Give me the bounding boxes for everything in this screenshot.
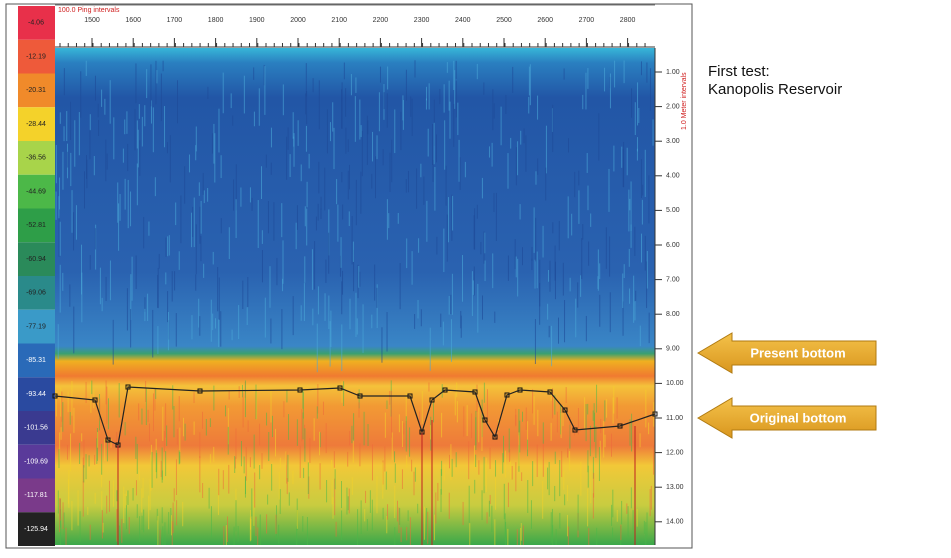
scale-cell: [18, 309, 55, 344]
top-tick-label: 2500: [496, 17, 512, 24]
top-tick-label: 2100: [331, 17, 347, 24]
scale-label: -101.56: [24, 425, 48, 432]
scale-label: -36.56: [26, 155, 46, 162]
scale-cell: [18, 343, 55, 378]
scale-cell: [18, 512, 55, 546]
arrow: [697, 397, 877, 439]
arrow-label: Original bottom: [750, 410, 847, 425]
scale-label: -44.69: [26, 188, 46, 195]
right-tick-label: 1.00: [666, 69, 680, 76]
color-scale: -4.06 -12.19 -20.31 -28.44 -36.56 -44.69 -52.8…: [18, 6, 55, 546]
top-tick-label: 2700: [579, 17, 595, 24]
scale-label: -4.06: [28, 20, 44, 27]
right-tick-label: 14.00: [666, 519, 684, 526]
top-tick-label: 2200: [373, 17, 389, 24]
top-tick-label: 1900: [249, 17, 265, 24]
scale-cell: [18, 141, 55, 175]
arrow: [697, 332, 877, 374]
right-tick-label: 12.00: [666, 449, 684, 456]
right-tick-label: 5.00: [666, 207, 680, 214]
right-tick-label: 6.00: [666, 242, 680, 249]
scale-cell: [18, 242, 55, 276]
top-tick-label: 2000: [290, 17, 306, 24]
right-tick-label: 13.00: [666, 484, 684, 491]
top-tick-label: 2300: [414, 17, 430, 24]
scale-cell: [18, 377, 55, 411]
scale-label: -109.69: [24, 458, 48, 465]
scale-label: -125.94: [24, 526, 48, 533]
scale-cell: [18, 73, 55, 108]
scale-cell: [18, 39, 55, 74]
frame: [5, 3, 693, 549]
right-tick-label: 8.00: [666, 311, 680, 318]
top-tick-label: 1700: [167, 17, 183, 24]
scale-cell: [18, 107, 55, 141]
right-tick-label: 3.00: [666, 138, 680, 145]
scale-label: -28.44: [26, 121, 46, 128]
trace-point: [105, 437, 111, 443]
top-tick-label: 1500: [84, 17, 100, 24]
right-tick-label: 10.00: [666, 380, 684, 387]
scale-cell: [18, 6, 55, 40]
scale-cell: [18, 444, 55, 479]
top-tick-label: 1600: [125, 17, 141, 24]
original-bottom-trace: [54, 386, 656, 446]
right-tick-label: 11.00: [666, 415, 683, 422]
trace-point: [482, 417, 488, 423]
scale-label: -77.19: [26, 323, 46, 330]
top-tick-label: 2800: [620, 17, 636, 24]
arrow-label: Present bottom: [750, 345, 845, 360]
top-tick-label: 2400: [455, 17, 471, 24]
right-tick-label: 7.00: [666, 276, 680, 283]
scale-cell: [18, 276, 55, 310]
right-tick-label: 4.00: [666, 173, 680, 180]
axes: 1500 1600 1700 1800 1900 2000 2100 2200 2300 2400…: [59, 17, 684, 526]
scale-label: -69.06: [26, 290, 46, 297]
scale-label: -52.81: [26, 222, 46, 229]
trace-point: [562, 407, 568, 413]
top-axis-title: 100.0 Ping intervals: [58, 7, 120, 14]
scale-label: -85.31: [26, 357, 46, 364]
scale-label: -60.94: [26, 256, 46, 263]
right-tick-label: 9.00: [666, 346, 680, 353]
caption-line: Kanopolis Reservoir: [708, 81, 842, 98]
scale-label: -93.44: [26, 391, 46, 398]
scale-cell: [18, 174, 55, 209]
echo-streaks: [52, 60, 658, 545]
right-tick-label: 2.00: [666, 103, 680, 110]
scale-label: -20.31: [26, 87, 46, 94]
scale-cell: [18, 411, 55, 445]
caption-line: First test:: [708, 63, 770, 80]
top-tick-label: 2600: [537, 17, 553, 24]
top-tick-label: 1800: [208, 17, 224, 24]
scale-cell: [18, 208, 55, 243]
scale-label: -117.81: [24, 492, 47, 499]
scale-label: -12.19: [26, 53, 46, 60]
right-axis-title: 1.0 Meter intervals: [681, 72, 688, 130]
scale-cell: [18, 478, 55, 513]
